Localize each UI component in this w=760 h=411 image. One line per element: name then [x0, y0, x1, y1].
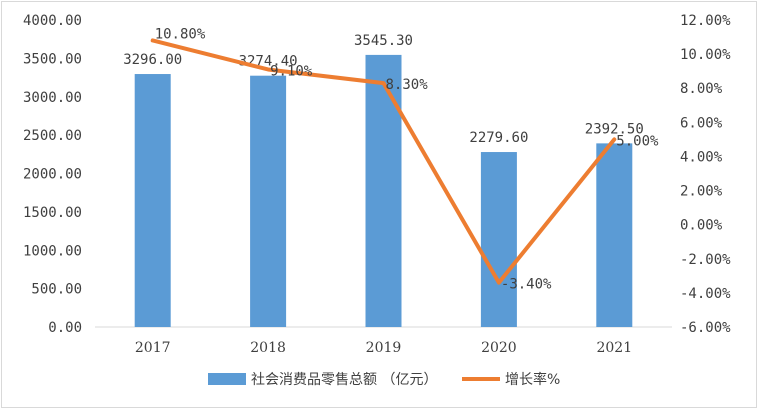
- right-axis-tick-label: -6.00%: [680, 320, 731, 336]
- right-axis-tick-label: 0.00%: [680, 218, 723, 234]
- growth-rate-line: [150, 38, 617, 285]
- bar-data-label: 2392.50: [585, 121, 644, 137]
- line-data-label: 5.00%: [616, 133, 659, 149]
- right-axis-tick-label: 2.00%: [680, 184, 723, 200]
- bar-data-label: 2279.60: [469, 130, 528, 146]
- left-axis-tick-label: 3000.00: [23, 90, 82, 106]
- left-axis-tick-label: 2500.00: [23, 128, 82, 144]
- legend-bar-swatch: [208, 373, 246, 385]
- bar-data-label: 3296.00: [123, 52, 182, 68]
- line-data-label: -3.40%: [501, 277, 552, 293]
- x-axis-tick-label: 2020: [481, 340, 517, 356]
- line-data-label: 9.10%: [270, 63, 313, 79]
- legend-line-label: 增长率%: [505, 371, 560, 388]
- bar: [365, 54, 402, 327]
- right-axis-tick-label: 12.00%: [680, 13, 731, 29]
- bar: [134, 74, 171, 327]
- right-axis-tick-label: -2.00%: [680, 252, 731, 268]
- legend-bar-label: 社会消费品零售总额 （亿元）: [251, 372, 437, 388]
- right-axis-tick-label: -4.00%: [680, 286, 731, 302]
- right-axis-tick-label: 6.00%: [680, 115, 723, 131]
- left-axis-tick-label: 4000.00: [23, 13, 82, 29]
- x-axis-tick-label: 2018: [250, 340, 286, 356]
- bar: [250, 75, 287, 328]
- left-axis-tick-label: 3500.00: [23, 51, 82, 67]
- line-data-label: 10.80%: [155, 26, 206, 42]
- x-axis-tick-label: 2021: [596, 340, 632, 356]
- x-axis-tick-label: 2017: [135, 340, 171, 356]
- right-axis-tick-label: 4.00%: [680, 149, 723, 165]
- x-axis-tick-label: 2019: [366, 340, 402, 356]
- right-axis-tick-label: 10.00%: [680, 47, 731, 63]
- left-axis-tick-label: 2000.00: [23, 167, 82, 183]
- left-axis-tick-label: 500.00: [31, 282, 82, 298]
- line-data-label: 8.30%: [386, 77, 429, 93]
- left-axis-tick-label: 0.00: [48, 320, 82, 336]
- right-axis-tick-label: 8.00%: [680, 81, 723, 97]
- bar: [596, 143, 633, 327]
- left-axis-tick-label: 1000.00: [23, 243, 82, 259]
- bar-data-label: 3545.30: [354, 33, 413, 49]
- left-axis-tick-label: 1500.00: [23, 205, 82, 221]
- bar: [480, 152, 517, 327]
